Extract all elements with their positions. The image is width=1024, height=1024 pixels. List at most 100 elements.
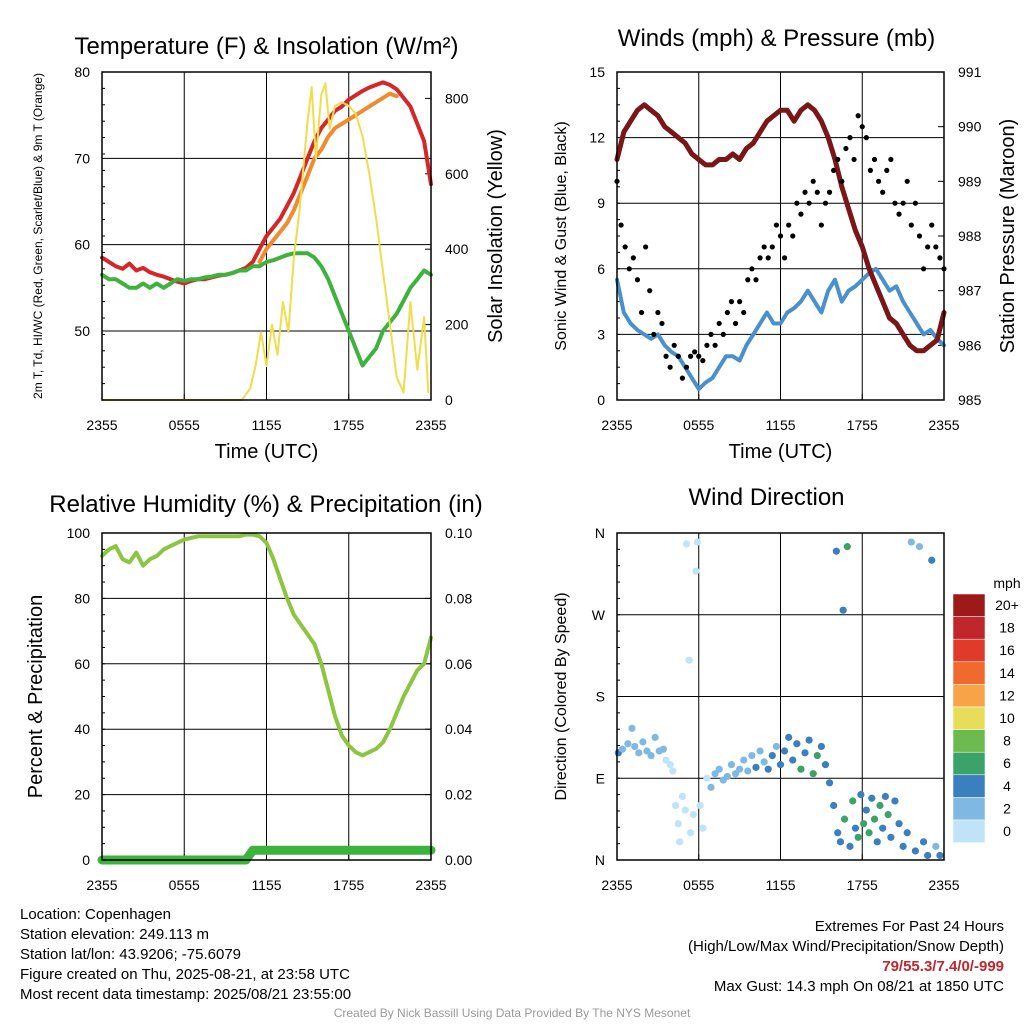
colorbar-swatch [952, 616, 986, 640]
y-tick-label: E [596, 770, 605, 786]
gust-point [826, 189, 833, 195]
direction-point [666, 761, 674, 769]
direction-point [689, 810, 697, 819]
colorbar-swatch [952, 774, 986, 798]
y-tick-label: 12 [589, 130, 605, 146]
gust-point [712, 342, 718, 348]
gust-point [667, 364, 673, 370]
direction-point [678, 792, 687, 801]
gust-point [761, 244, 767, 250]
gust-point [937, 255, 943, 261]
gust-point [867, 167, 874, 173]
colorbar-swatch [952, 638, 986, 663]
y-right-tick-label: 989 [958, 173, 982, 189]
direction-point [776, 761, 785, 769]
station-info: Location: Copenhagen Station elevation: … [20, 905, 351, 1005]
series-line-0 [100, 532, 433, 758]
direction-point [862, 806, 870, 814]
gust-point [647, 288, 653, 294]
direction-point [870, 815, 879, 823]
direction-point [884, 810, 892, 819]
direction-point [727, 761, 736, 769]
x-tick-label: 2355 [415, 877, 446, 893]
direction-point [849, 797, 857, 805]
gust-point [655, 309, 661, 316]
direction-point [899, 842, 907, 850]
direction-point [834, 829, 842, 837]
y-right-axis-label: Solar Insolation (Yellow) [485, 129, 507, 343]
series-line-1 [257, 91, 399, 264]
direction-point [832, 547, 840, 555]
extremes-legend: (High/Low/Max Wind/Precipitation/Snow De… [688, 938, 1004, 955]
direction-point [911, 847, 919, 855]
plot-border [101, 71, 432, 401]
gust-point [741, 309, 747, 316]
gust-point [933, 244, 939, 250]
direction-point [915, 543, 924, 551]
direction-point [797, 765, 805, 773]
credit-text: Created By Nick Bassill Using Data Provi… [333, 1006, 691, 1020]
x-tick-label: 0555 [169, 877, 200, 893]
direction-point [793, 740, 801, 748]
gust-point [626, 266, 632, 272]
direction-point [631, 742, 639, 751]
y-axis-label: Percent & Precipitation [25, 595, 47, 798]
direction-point [756, 747, 764, 755]
direction-point [873, 838, 881, 846]
colorbar-label: 4 [1003, 778, 1011, 794]
gust-point [884, 167, 890, 173]
y-right-tick-label: 986 [958, 337, 982, 353]
direction-point [813, 751, 821, 760]
direction-point [772, 742, 781, 751]
direction-point [699, 824, 707, 832]
direction-point [840, 815, 849, 823]
y-tick-label: 80 [74, 590, 90, 606]
colorbar-label: 18 [999, 620, 1015, 636]
direction-point [825, 779, 834, 787]
y-tick-label: W [592, 607, 606, 623]
direction-point [748, 751, 756, 760]
gust-point [892, 200, 898, 206]
gust-point [835, 156, 841, 163]
y-right-tick-label: 0.02 [445, 787, 472, 803]
direction-point [628, 724, 636, 732]
gust-point [675, 353, 681, 359]
colorbar-label: 2 [1003, 800, 1011, 816]
gust-point [696, 353, 702, 359]
direction-point [715, 765, 723, 773]
gust-point [822, 200, 829, 206]
x-tick-label: 1155 [251, 877, 281, 893]
gust-point [671, 342, 677, 348]
x-axis-label: Time (UTC) [215, 441, 319, 463]
colorbar-label: 10 [999, 710, 1015, 726]
direction-point [851, 824, 860, 832]
gust-point [634, 277, 641, 283]
direction-point [789, 756, 797, 764]
gust-point [925, 244, 931, 250]
max-gust-text: Max Gust: 14.3 mph On 08/21 at 1850 UTC [713, 978, 1004, 995]
gust-point [876, 178, 882, 184]
gust-point [659, 320, 665, 327]
gust-point [814, 189, 820, 195]
gust-point [708, 331, 714, 337]
gust-point [863, 135, 869, 141]
direction-point [760, 758, 768, 766]
y-right-tick-label: 0.00 [445, 852, 472, 868]
direction-point [839, 606, 847, 614]
y-right-tick-label: 991 [958, 64, 982, 80]
y-right-tick-label: 600 [445, 166, 469, 182]
direction-point [907, 538, 915, 546]
direction-point [764, 765, 772, 773]
y-tick-label: 15 [589, 64, 605, 80]
direction-point [674, 820, 682, 828]
y-right-tick-label: 200 [445, 317, 469, 333]
y-tick-label: 20 [74, 787, 90, 803]
x-tick-label: 2355 [928, 417, 959, 433]
colorbar-label: 14 [999, 665, 1015, 681]
gust-point [851, 156, 857, 163]
direction-point [887, 833, 895, 841]
recent-text: Most recent data timestamp: 2025/08/21 2… [20, 986, 352, 1003]
direction-point [686, 829, 695, 837]
gust-point [683, 364, 690, 370]
gust-point [880, 189, 886, 195]
